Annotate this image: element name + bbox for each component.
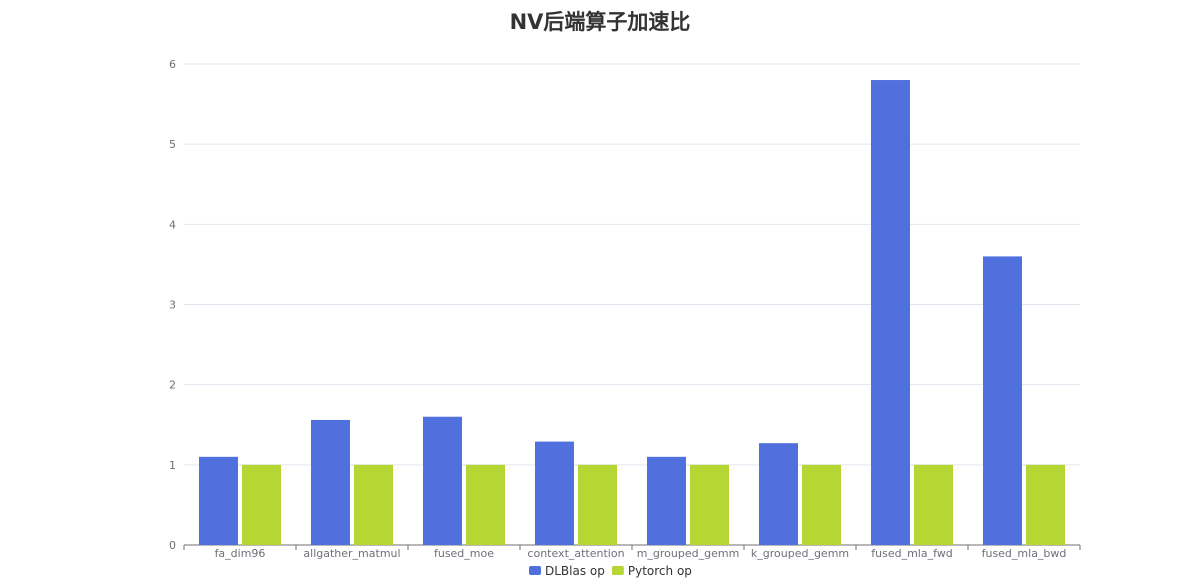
legend-swatch — [529, 566, 541, 575]
bar-k_grouped_gemm-dlblas[interactable] — [759, 443, 798, 545]
x-tick-label: fused_moe — [434, 547, 494, 560]
bars — [199, 80, 1065, 546]
axis-labels: 0 1 2 3 4 5 6 fa_dim96 allgather_matmul fused_moe… — [169, 58, 1066, 560]
x-tick-label: m_grouped_gemm — [637, 547, 740, 560]
bar-allgather_matmul-dlblas[interactable] — [311, 419, 350, 545]
bar-m_grouped_gemm-dlblas[interactable] — [647, 456, 686, 545]
x-tick-label: context_attention — [527, 547, 624, 560]
bar-allgather_matmul-pytorch[interactable] — [354, 464, 393, 545]
y-tick-label: 4 — [169, 218, 176, 231]
bar-fused_mla_fwd-pytorch[interactable] — [914, 464, 953, 545]
bar-k_grouped_gemm-pytorch[interactable] — [802, 464, 841, 545]
chart-title: NV后端算子加速比 — [509, 10, 691, 34]
legend-label: DLBlas op — [545, 564, 605, 578]
x-tick-label: allgather_matmul — [303, 547, 400, 560]
bar-fa_dim96-dlblas[interactable] — [199, 456, 238, 545]
y-tick-label: 5 — [169, 138, 176, 151]
bar-m_grouped_gemm-pytorch[interactable] — [690, 464, 729, 545]
bar-fused_moe-dlblas[interactable] — [423, 416, 462, 545]
legend-swatch — [611, 566, 624, 575]
legend[interactable]: DLBlas op Pytorch op — [529, 564, 692, 578]
bar-fused_mla_fwd-dlblas[interactable] — [871, 80, 910, 546]
bar-fa_dim96-pytorch[interactable] — [242, 464, 281, 545]
x-tick-label: fa_dim96 — [215, 547, 266, 560]
bar-fused_mla_bwd-dlblas[interactable] — [983, 256, 1022, 545]
bar-fused_moe-pytorch[interactable] — [466, 464, 505, 545]
x-tick-label: fused_mla_fwd — [871, 547, 953, 560]
bar-fused_mla_bwd-pytorch[interactable] — [1026, 464, 1065, 545]
y-tick-label: 2 — [169, 379, 176, 392]
x-tick-label: fused_mla_bwd — [982, 547, 1067, 560]
bar-context_attention-dlblas[interactable] — [535, 441, 574, 545]
x-tick-label: k_grouped_gemm — [751, 547, 849, 560]
bar-context_attention-pytorch[interactable] — [578, 464, 617, 545]
y-tick-label: 3 — [169, 299, 176, 312]
legend-item-dlblas[interactable]: DLBlas op — [529, 564, 605, 578]
y-tick-label: 6 — [169, 58, 176, 71]
legend-item-pytorch[interactable]: Pytorch op — [611, 564, 692, 578]
y-tick-label: 0 — [169, 539, 176, 552]
y-tick-label: 1 — [169, 459, 176, 472]
legend-label: Pytorch op — [628, 564, 692, 578]
grid-lines — [184, 63, 1080, 466]
